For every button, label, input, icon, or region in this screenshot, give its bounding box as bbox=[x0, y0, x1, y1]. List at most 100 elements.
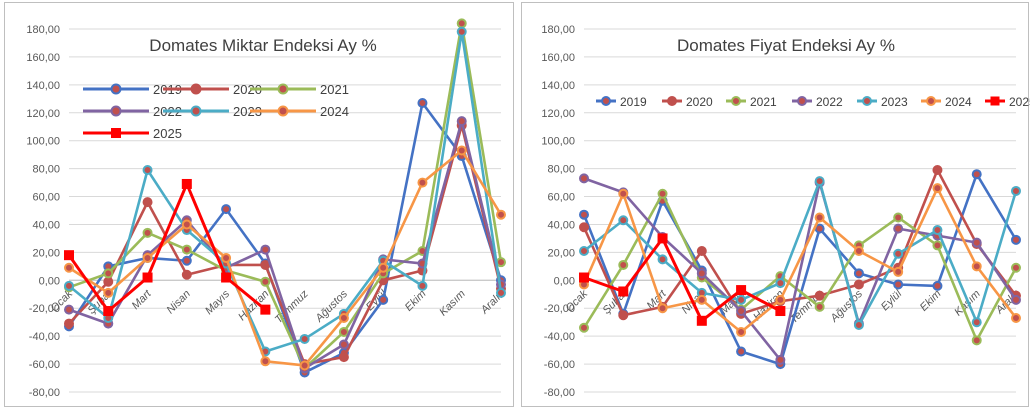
fiyat-point-2024 bbox=[853, 245, 864, 256]
fiyat-point-2025 bbox=[696, 315, 707, 326]
miktar-legend-marker bbox=[277, 105, 289, 117]
fiyat-point-2020 bbox=[696, 245, 707, 256]
miktar-y-tick-label: 100,00 bbox=[26, 136, 60, 148]
fiyat-point-2025 bbox=[775, 306, 786, 317]
fiyat-point-2022 bbox=[1011, 294, 1021, 305]
fiyat-point-2023 bbox=[893, 248, 904, 259]
fiyat-legend-label: 2023 bbox=[881, 95, 908, 109]
miktar-y-tick-label: 20,00 bbox=[32, 247, 60, 259]
fiyat-point-2021 bbox=[657, 188, 668, 199]
fiyat-point-2025 bbox=[657, 233, 668, 244]
miktar-legend-marker bbox=[111, 128, 121, 138]
miktar-legend-item-2025: 2025 bbox=[83, 126, 182, 141]
miktar-point-2025 bbox=[221, 272, 232, 283]
fiyat-series-line-2024 bbox=[582, 186, 1018, 334]
fiyat-legend-marker bbox=[926, 96, 936, 106]
fiyat-y-tick-label: 40,00 bbox=[547, 219, 575, 231]
miktar-point-2020 bbox=[64, 318, 74, 329]
fiyat-point-2025 bbox=[736, 285, 747, 296]
miktar-y-tick-label: -40,00 bbox=[29, 331, 60, 343]
fiyat-point-2024 bbox=[971, 261, 982, 272]
fiyat-point-2020 bbox=[618, 310, 629, 321]
miktar-x-tick-label: Ekim bbox=[403, 288, 429, 314]
miktar-y-tick-label: 160,00 bbox=[26, 52, 60, 64]
miktar-point-2019 bbox=[417, 97, 428, 108]
miktar-y-tick-label: 180,00 bbox=[26, 24, 60, 36]
fiyat-point-2023 bbox=[657, 254, 668, 265]
miktar-point-2024 bbox=[260, 356, 271, 367]
fiyat-point-2024 bbox=[696, 294, 707, 305]
miktar-legend-marker bbox=[190, 83, 202, 95]
miktar-point-2024 bbox=[338, 313, 349, 324]
fiyat-y-tick-label: -20,00 bbox=[544, 303, 575, 315]
miktar-x-tick-label: Kasım bbox=[437, 288, 468, 319]
miktar-series-line-2019 bbox=[67, 101, 503, 374]
fiyat-y-tick-label: 60,00 bbox=[547, 192, 575, 204]
fiyat-point-2024 bbox=[618, 188, 629, 199]
fiyat-point-2019 bbox=[893, 279, 904, 290]
miktar-legend-item-2024: 2024 bbox=[250, 104, 349, 119]
fiyat-point-2020 bbox=[814, 290, 825, 301]
fiyat-point-2021 bbox=[579, 322, 589, 333]
miktar-series-line-2022 bbox=[68, 119, 503, 370]
miktar-x-tick-label: Nisan bbox=[165, 288, 193, 316]
fiyat-legend-item-2021: 2021 bbox=[726, 95, 777, 109]
fiyat-legend: 2019 2020 2021 2022 2023 2024 2025 bbox=[596, 95, 1030, 109]
fiyat-series-2024 bbox=[579, 183, 1021, 337]
fiyat-legend-marker bbox=[990, 96, 1000, 106]
miktar-series-2025 bbox=[64, 178, 271, 317]
miktar-point-2020 bbox=[181, 269, 192, 280]
fiyat-series-line-2021 bbox=[582, 192, 1018, 342]
fiyat-x-tick-label: Ekim bbox=[918, 288, 944, 314]
fiyat-legend-label: 2019 bbox=[620, 95, 647, 109]
fiyat-point-2022 bbox=[579, 173, 589, 184]
miktar-point-2024 bbox=[378, 262, 389, 273]
fiyat-point-2022 bbox=[971, 237, 982, 248]
miktar-y-tick-label: -20,00 bbox=[29, 303, 60, 315]
miktar-chart-panel: -80,00 -60,00 -40,00 -20,00 0,00 20,00 40,00 60… bbox=[4, 2, 514, 407]
miktar-legend-marker bbox=[190, 105, 202, 117]
miktar-point-2021 bbox=[181, 244, 192, 255]
fiyat-y-tick-label: 0,00 bbox=[554, 275, 575, 287]
fiyat-legend-label: 2025 bbox=[1009, 95, 1030, 109]
miktar-point-2022 bbox=[456, 116, 467, 127]
fiyat-x-tick-label: Eylül bbox=[879, 288, 905, 314]
miktar-legend-marker bbox=[277, 83, 289, 95]
fiyat-point-2019 bbox=[932, 280, 943, 291]
fiyat-point-2023 bbox=[932, 225, 943, 236]
fiyat-series-line-2023 bbox=[583, 179, 1018, 327]
miktar-point-2019 bbox=[181, 255, 192, 266]
fiyat-legend-item-2025: 2025 bbox=[985, 95, 1030, 109]
miktar-point-2022 bbox=[260, 244, 271, 255]
fiyat-legend-item-2022: 2022 bbox=[792, 95, 843, 109]
fiyat-y-tick-label: -60,00 bbox=[544, 359, 575, 371]
miktar-point-2024 bbox=[64, 262, 74, 273]
fiyat-point-2023 bbox=[971, 317, 982, 328]
miktar-y-tick-label: 80,00 bbox=[32, 164, 60, 176]
miktar-series-2024 bbox=[64, 145, 506, 371]
fiyat-point-2021 bbox=[893, 212, 904, 223]
miktar-chart-title: Domates Miktar Endeksi Ay % bbox=[149, 36, 376, 55]
miktar-legend-marker bbox=[110, 83, 122, 95]
fiyat-legend-item-2024: 2024 bbox=[921, 95, 972, 109]
fiyat-legend-marker bbox=[797, 96, 807, 106]
miktar-point-2022 bbox=[338, 339, 349, 350]
miktar-point-2022 bbox=[64, 304, 74, 315]
fiyat-point-2019 bbox=[579, 209, 589, 220]
miktar-series-line-2020 bbox=[68, 124, 503, 366]
miktar-legend: 2019202020212022202320242025 bbox=[83, 82, 349, 141]
miktar-point-2020 bbox=[103, 276, 114, 287]
fiyat-y-tick-label: -80,00 bbox=[544, 387, 575, 399]
fiyat-point-2023 bbox=[775, 278, 786, 289]
miktar-point-2024 bbox=[496, 209, 506, 220]
miktar-point-2019 bbox=[221, 204, 232, 215]
miktar-point-2024 bbox=[221, 252, 232, 263]
miktar-point-2020 bbox=[338, 352, 349, 363]
miktar-y-tick-label: -80,00 bbox=[29, 387, 60, 399]
fiyat-point-2023 bbox=[618, 215, 629, 226]
fiyat-point-2022 bbox=[736, 306, 747, 317]
fiyat-legend-marker bbox=[862, 96, 872, 106]
miktar-point-2023 bbox=[456, 26, 467, 37]
miktar-point-2024 bbox=[142, 252, 153, 263]
fiyat-series-line-2019 bbox=[582, 172, 1018, 366]
